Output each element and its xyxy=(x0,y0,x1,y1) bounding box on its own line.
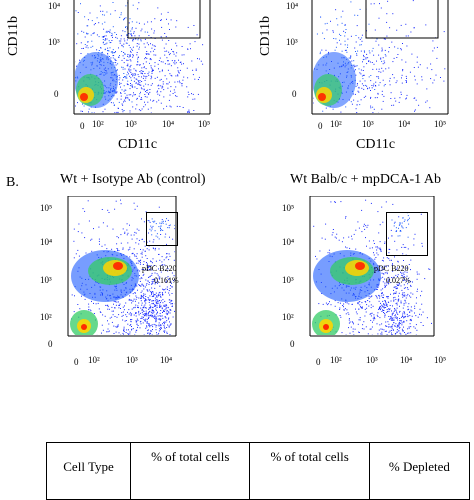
panel-b-right-gate-pct: 0.027% xyxy=(386,276,411,285)
density-blob xyxy=(318,93,326,101)
panel-b-left-ytick: 10⁵ xyxy=(40,204,52,213)
panel-a-right-plot xyxy=(304,0,454,130)
panel-b-left-gate-pct: 0.161% xyxy=(154,276,179,285)
panel-b-right-ytick: 10⁴ xyxy=(282,238,294,247)
table-header-cell-type: Cell Type xyxy=(47,443,131,500)
panel-a-left-plot xyxy=(66,0,216,130)
panel-b-left-gate xyxy=(146,212,178,246)
panel-b-left-gate-name: pDC B220 xyxy=(142,264,176,273)
depletion-table: Cell Type % of total cells % of total ce… xyxy=(46,442,470,500)
panel-a-left-ytick: 10⁴ xyxy=(48,2,60,11)
panel-b-left-xtick: 10³ xyxy=(126,356,138,365)
panel-b-left-xtick: 0 xyxy=(74,358,79,367)
panel-b-right-xtick: 0 xyxy=(316,358,321,367)
density-blob xyxy=(81,324,87,330)
panel-b-right-ytick: 10³ xyxy=(282,276,294,285)
panel-b-right-ytick: 10⁵ xyxy=(282,204,294,213)
density-blob xyxy=(113,262,123,270)
panel-a-right-xtick: 10² xyxy=(330,120,342,129)
panel-a-right-xtick: 10³ xyxy=(362,120,374,129)
panel-a-right-ylabel: CD11b xyxy=(258,16,274,56)
panel-a-left-xtick: 10³ xyxy=(125,120,137,129)
panel-b-right-xtick: 10⁵ xyxy=(434,356,446,365)
gate-box xyxy=(366,0,438,38)
panel-a-left-xtick: 0 xyxy=(80,122,85,131)
density-blob xyxy=(323,324,329,330)
panel-a-right-xtick: 0 xyxy=(318,122,323,131)
panel-b-right-ytick: 10² xyxy=(282,313,294,322)
panel-b-right-xtick: 10⁴ xyxy=(400,356,412,365)
panel-a-right-xlabel: CD11c xyxy=(356,138,395,152)
panel-a-left-ylabel: CD11b xyxy=(6,16,22,56)
panel-b-right-xtick: 10³ xyxy=(366,356,378,365)
panel-a-right-xtick: 10⁵ xyxy=(434,120,446,129)
panel-b-right-ytick: 0 xyxy=(290,340,295,349)
panel-b-left-title: Wt + Isotype Ab (control) xyxy=(60,172,206,188)
panel-a-left-xtick: 10⁵ xyxy=(198,120,210,129)
panel-b-left-ytick: 10³ xyxy=(40,276,52,285)
table-header-total-cells: % of total cells xyxy=(131,443,250,500)
panel-a-left-xlabel: CD11c xyxy=(118,138,157,152)
density-blob xyxy=(355,262,365,270)
panel-b-left-ytick: 10⁴ xyxy=(40,238,52,247)
table-header-row: Cell Type % of total cells % of total ce… xyxy=(47,443,470,500)
gate-box xyxy=(128,0,200,38)
panel-b-left-ytick: 0 xyxy=(48,340,53,349)
panel-a-right-ytick: 10³ xyxy=(286,38,298,47)
panel-b-left-xtick: 10² xyxy=(88,356,100,365)
panel-b-left-ytick: 10² xyxy=(40,313,52,322)
panel-b-right-xtick: 10² xyxy=(330,356,342,365)
panel-b-right-title: Wt Balb/c + mpDCA-1 Ab xyxy=(290,172,441,188)
panel-a-right-ytick: 0 xyxy=(292,90,297,99)
panel-b-right-gate-name: pDC B220 xyxy=(374,264,408,273)
table-header-depleted: % Depleted xyxy=(369,443,469,500)
table-header-total-cells-2: % of total cells xyxy=(250,443,369,500)
panel-a-left-xtick: 10² xyxy=(92,120,104,129)
panel-a-left-xtick: 10⁴ xyxy=(162,120,174,129)
panel-a-left-ytick: 10³ xyxy=(48,38,60,47)
panel-b-label: B. xyxy=(6,176,19,190)
panel-a-left-ytick: 0 xyxy=(54,90,59,99)
panel-a-right-xtick: 10⁴ xyxy=(398,120,410,129)
panel-b-left-xtick: 10⁴ xyxy=(160,356,172,365)
density-blob xyxy=(80,93,88,101)
panel-a-right-ytick: 10⁴ xyxy=(286,2,298,11)
panel-b-right-gate xyxy=(386,212,428,256)
